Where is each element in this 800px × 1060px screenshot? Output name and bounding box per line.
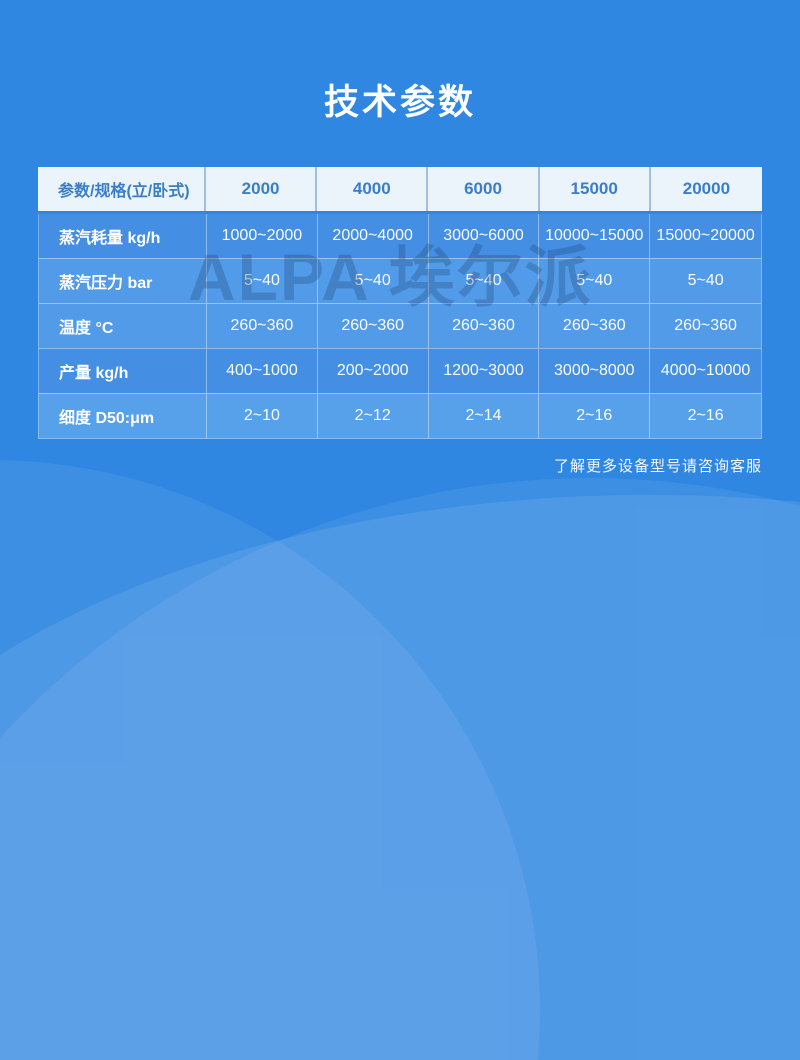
header-cell: 20000 bbox=[682, 179, 731, 198]
row-label: 产量 kg/h bbox=[39, 349, 207, 393]
table-cell: 4000~10000 bbox=[660, 362, 751, 379]
header-cell: 4000 bbox=[317, 167, 429, 211]
table-cell: 200~2000 bbox=[318, 349, 429, 393]
table-cell: 400~1000 bbox=[207, 349, 318, 393]
table-cell: 2~12 bbox=[318, 394, 429, 438]
table-cell: 260~360 bbox=[429, 304, 540, 348]
header-cell: 15000 bbox=[540, 167, 651, 211]
table-cell: 2000~4000 bbox=[318, 214, 429, 258]
header-cell: 6000 bbox=[428, 167, 540, 211]
table-cell: 10000~15000 bbox=[539, 214, 651, 258]
table-cell: 1200~3000 bbox=[429, 349, 540, 393]
background-wave-bottom bbox=[0, 495, 800, 1060]
table-header-row: 参数/规格(立/卧式) 2000 4000 6000 15000 20000 bbox=[38, 167, 762, 214]
row-label: 蒸汽耗量 kg/h bbox=[39, 214, 207, 258]
table-cell: 260~360 bbox=[318, 304, 429, 348]
table-cell: 5~40 bbox=[687, 272, 724, 289]
row-label: 细度 D50:μm bbox=[39, 394, 207, 438]
table-cell: 260~360 bbox=[207, 304, 318, 348]
table-cell: 2~16 bbox=[539, 394, 651, 438]
table-cell: 3000~6000 bbox=[429, 214, 540, 258]
header-cell: 2000 bbox=[206, 167, 318, 211]
table-cell: 5~40 bbox=[539, 259, 651, 303]
background-wave-left bbox=[0, 460, 540, 1060]
page-title: 技术参数 bbox=[323, 83, 476, 122]
table-cell: 5~40 bbox=[318, 259, 429, 303]
table-row: 产量 kg/h 400~1000 200~2000 1200~3000 3000~800… bbox=[38, 348, 762, 393]
table-cell: 2~16 bbox=[687, 407, 724, 424]
table-row: 细度 D50:μm 2~10 2~12 2~14 2~16 2~16 bbox=[38, 393, 762, 439]
table-cell: 1000~2000 bbox=[207, 214, 318, 258]
table-row: 蒸汽压力 bar 5~40 5~40 5~40 5~40 5~40 bbox=[38, 258, 762, 303]
row-label: 温度 °C bbox=[39, 304, 207, 348]
row-label: 蒸汽压力 bar bbox=[39, 259, 207, 303]
header-cell-label: 参数/规格(立/卧式) bbox=[38, 167, 206, 211]
table-body: 蒸汽耗量 kg/h 1000~2000 2000~4000 3000~6000 1000… bbox=[38, 214, 762, 439]
table-row: 温度 °C 260~360 260~360 260~360 260~360 260~360 bbox=[38, 303, 762, 348]
footer-note: 了解更多设备型号请咨询客服 bbox=[553, 458, 762, 475]
table-cell: 260~360 bbox=[674, 317, 737, 334]
table-cell: 260~360 bbox=[539, 304, 651, 348]
table-row: 蒸汽耗量 kg/h 1000~2000 2000~4000 3000~6000 1000… bbox=[38, 214, 762, 258]
table-cell: 5~40 bbox=[429, 259, 540, 303]
table-cell: 3000~8000 bbox=[539, 349, 651, 393]
table-cell: 15000~20000 bbox=[656, 227, 755, 244]
background-wave-center bbox=[0, 478, 800, 1060]
table-cell: 2~14 bbox=[429, 394, 540, 438]
spec-table: 参数/规格(立/卧式) 2000 4000 6000 15000 20000 蒸汽耗量 k… bbox=[38, 167, 762, 439]
table-cell: 2~10 bbox=[207, 394, 318, 438]
table-cell: 5~40 bbox=[207, 259, 318, 303]
